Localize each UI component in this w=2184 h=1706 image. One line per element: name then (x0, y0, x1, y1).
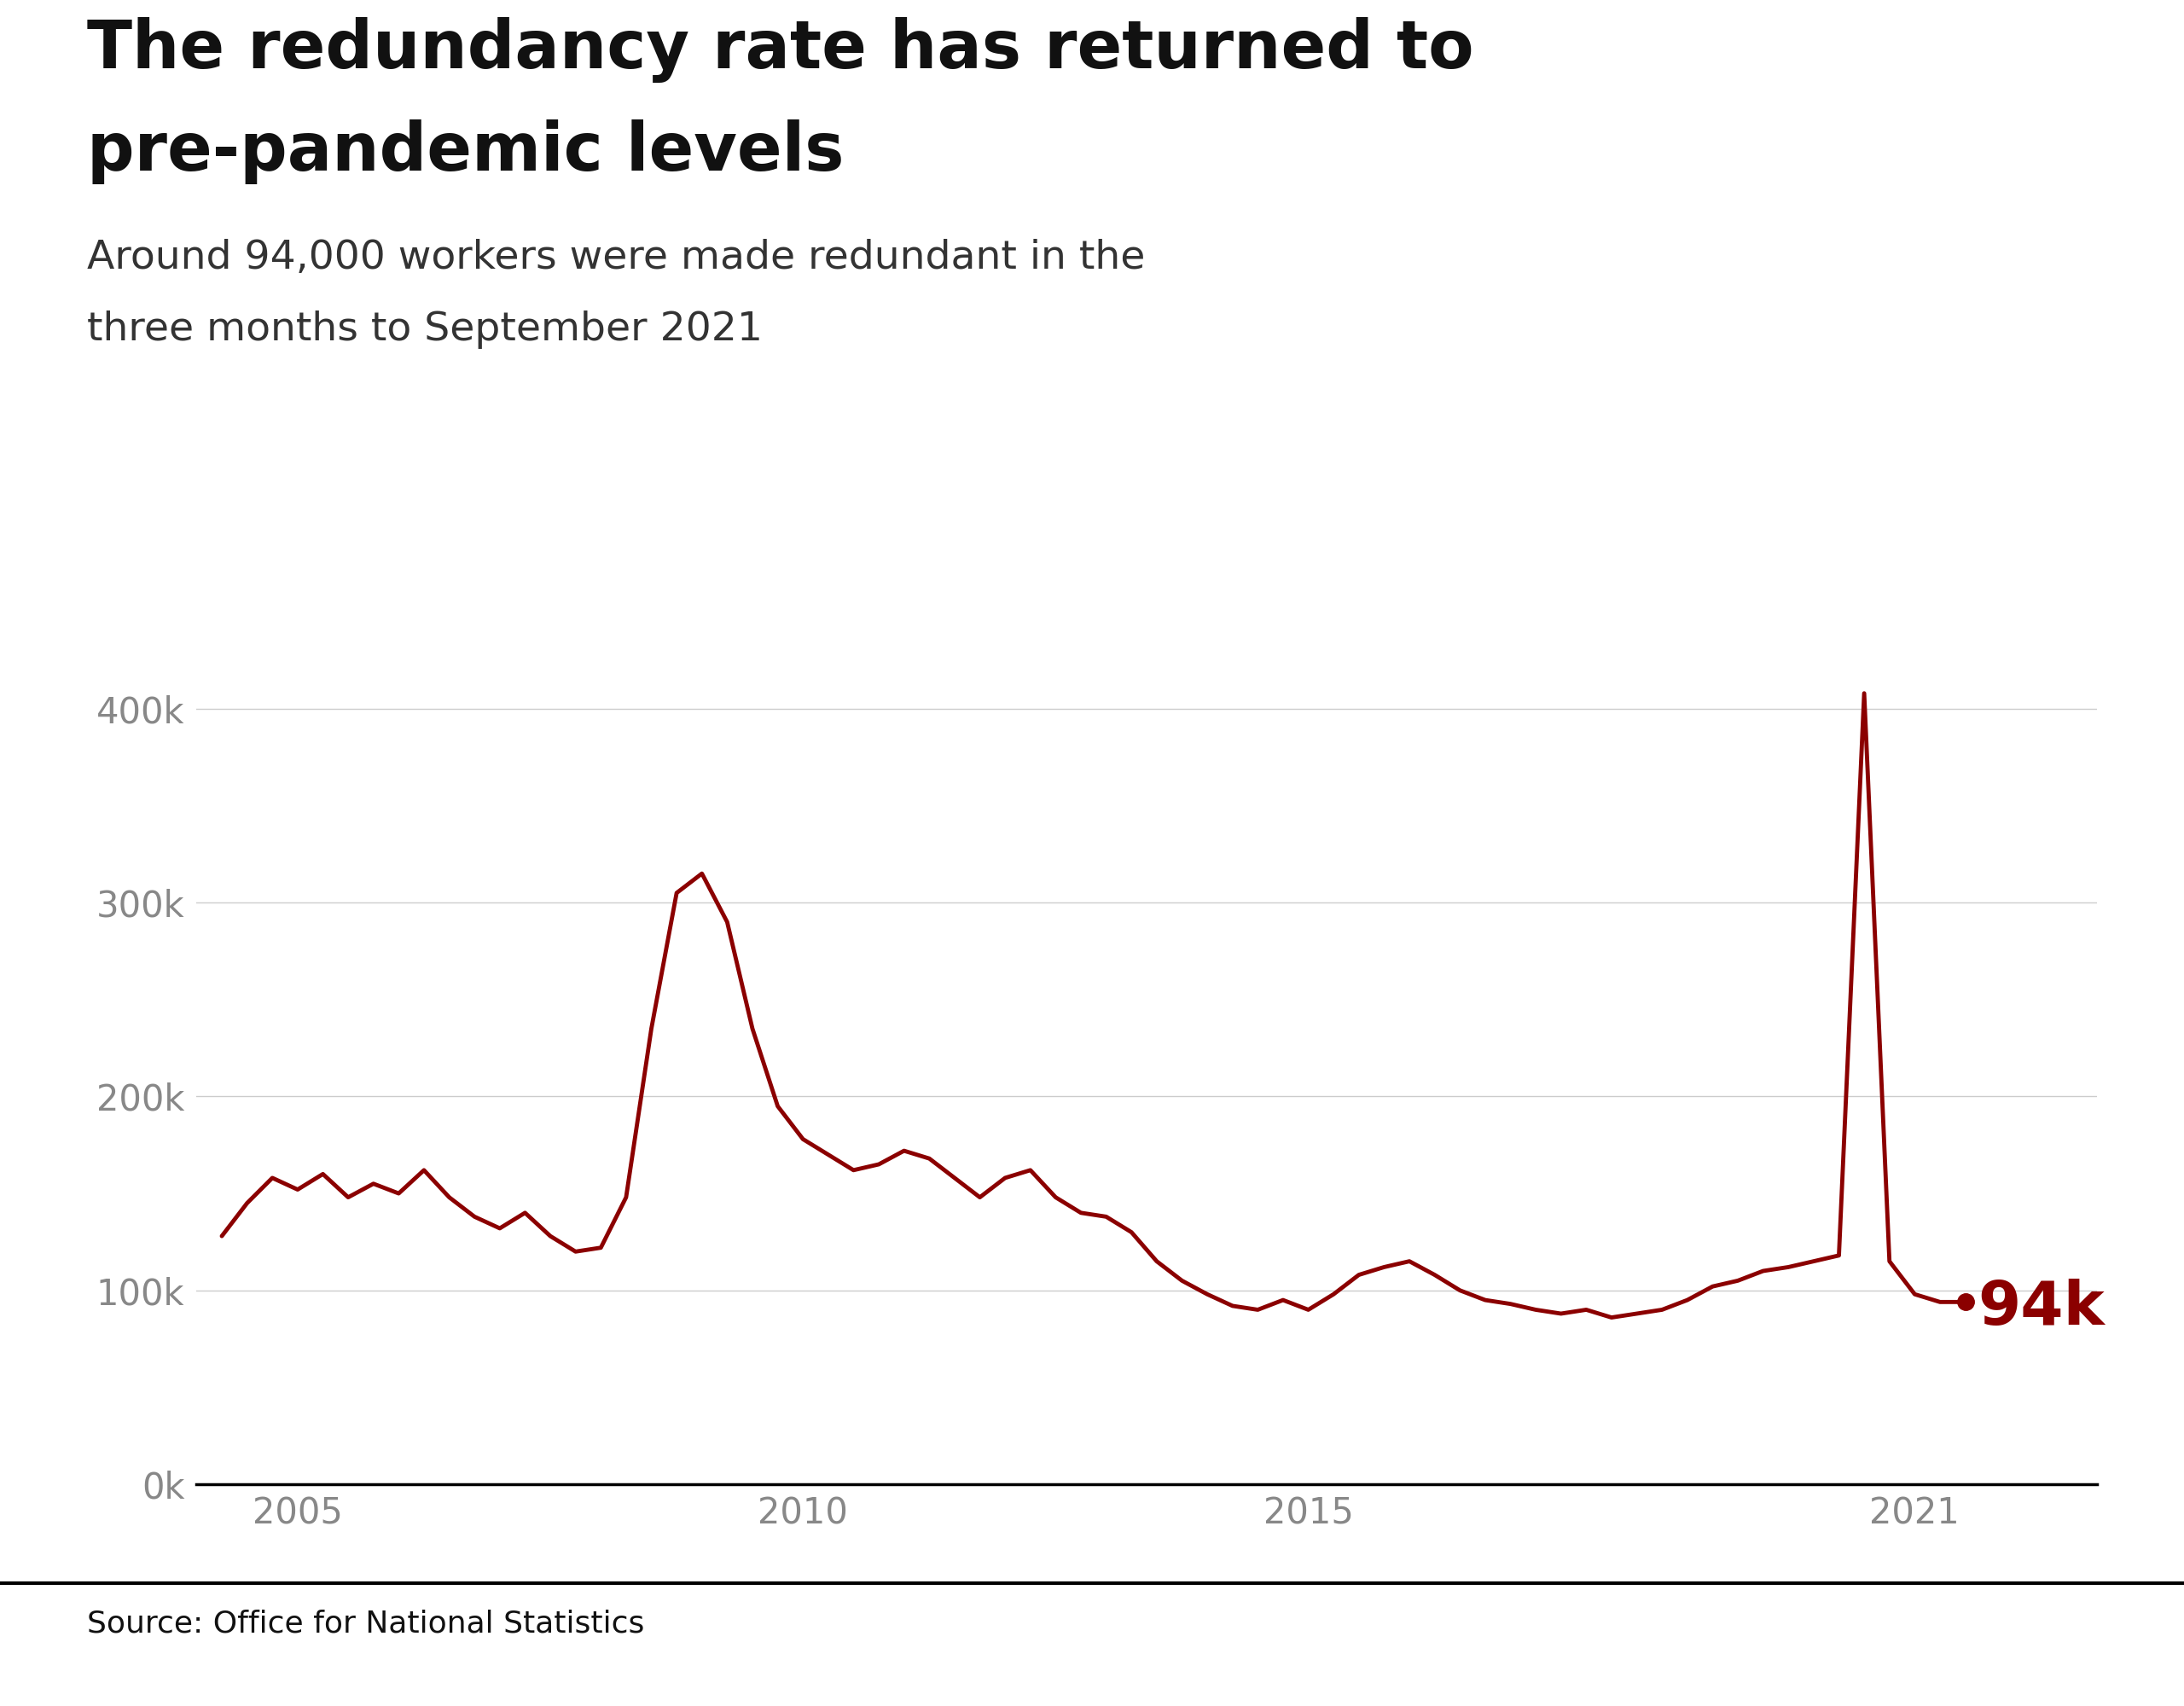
Text: 94k: 94k (1977, 1278, 2103, 1338)
Text: B: B (1926, 1621, 1952, 1655)
Text: pre-pandemic levels: pre-pandemic levels (87, 119, 845, 184)
Text: B: B (2049, 1621, 2075, 1655)
Text: The redundancy rate has returned to: The redundancy rate has returned to (87, 17, 1474, 82)
Text: Around 94,000 workers were made redundant in the: Around 94,000 workers were made redundan… (87, 239, 1147, 276)
Text: Source: Office for National Statistics: Source: Office for National Statistics (87, 1610, 644, 1638)
Text: three months to September 2021: three months to September 2021 (87, 310, 762, 350)
Text: C: C (2171, 1621, 2184, 1655)
